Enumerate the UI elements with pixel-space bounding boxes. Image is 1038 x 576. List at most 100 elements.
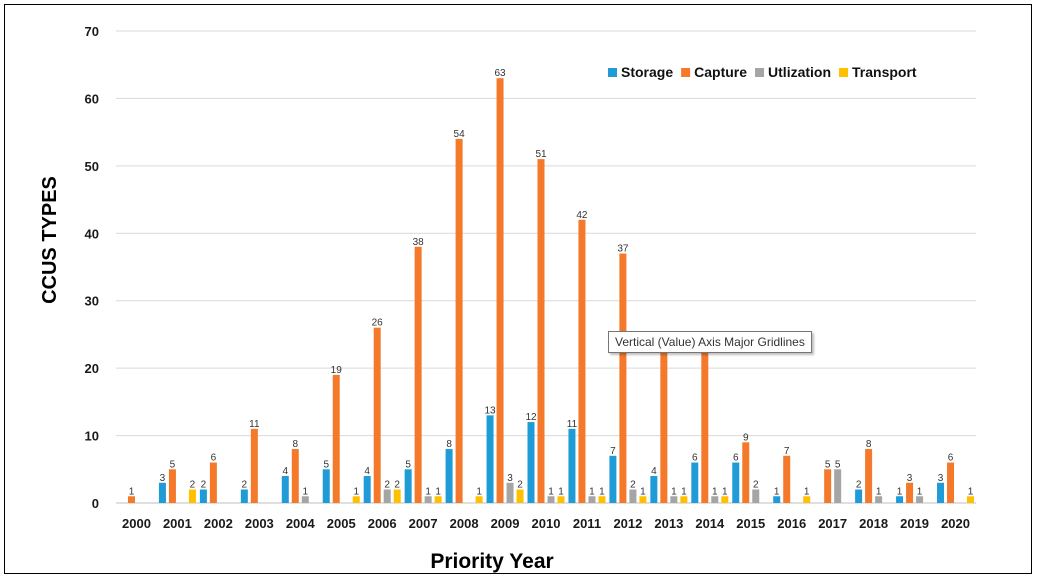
bar-storage <box>896 496 904 503</box>
bar-storage <box>404 469 412 503</box>
data-label: 37 <box>617 244 629 255</box>
data-label: 3 <box>160 473 166 484</box>
x-tick-label: 2004 <box>286 516 316 531</box>
x-tick-label: 2011 <box>573 516 601 531</box>
data-label: 4 <box>283 466 289 477</box>
bar-capture <box>783 455 791 503</box>
y-axis-ticks: 0 10 20 30 40 50 60 70 <box>85 24 99 511</box>
data-label: 1 <box>722 486 728 497</box>
legend-swatch <box>681 68 691 77</box>
bar-storage <box>527 422 535 503</box>
data-label: 6 <box>692 453 698 464</box>
data-label: 1 <box>917 486 923 497</box>
legend-swatch <box>755 68 765 77</box>
data-label: 2 <box>394 480 400 491</box>
x-axis-ticks: 2000 2001 2002 2003 2004 2005 2006 2007 2008 2009… <box>122 516 970 531</box>
data-label: 9 <box>743 432 749 443</box>
x-tick-label: 2015 <box>736 516 765 531</box>
x-tick-label: 2001 <box>163 516 192 531</box>
bar-capture <box>619 253 627 503</box>
bar-utlization <box>301 496 309 503</box>
y-tick-label: 50 <box>85 159 99 174</box>
bar-capture <box>168 469 176 503</box>
data-label: 26 <box>372 318 384 329</box>
bar-utlization <box>629 489 637 503</box>
x-tick-label: 2003 <box>245 516 274 531</box>
bar-capture <box>414 246 422 503</box>
x-tick-label: 2008 <box>450 516 479 531</box>
data-label: 2 <box>201 480 207 491</box>
data-label: 1 <box>129 486 135 497</box>
bar-capture <box>537 159 545 503</box>
x-axis-title: Priority Year <box>430 550 553 573</box>
data-label: 1 <box>681 486 687 497</box>
legend-swatch <box>839 68 849 77</box>
x-tick-label: 2020 <box>941 516 970 531</box>
bar-storage <box>691 462 699 503</box>
bar-capture <box>209 462 217 503</box>
bar-storage <box>732 462 740 503</box>
data-label: 2 <box>753 480 759 491</box>
bar-storage <box>322 469 330 503</box>
bar-utlization <box>711 496 719 503</box>
data-label: 4 <box>651 466 657 477</box>
x-tick-label: 2005 <box>327 516 356 531</box>
data-label: 1 <box>671 486 677 497</box>
y-tick-label: 70 <box>85 24 99 39</box>
data-label: 13 <box>484 405 496 416</box>
bar-utlization <box>834 469 842 503</box>
x-tick-label: 2006 <box>368 516 397 531</box>
x-tick-label: 2019 <box>900 516 929 531</box>
bar-transport <box>475 496 483 503</box>
bar-utlization <box>916 496 924 503</box>
legend-label: Transport <box>852 64 917 80</box>
data-label: 1 <box>640 486 646 497</box>
bar-storage <box>281 476 289 503</box>
x-tick-label: 2007 <box>409 516 438 531</box>
data-label: 2 <box>384 480 390 491</box>
y-tick-label: 40 <box>85 226 99 241</box>
bar-storage <box>855 489 863 503</box>
legend-label: Capture <box>694 64 747 80</box>
y-tick-label: 10 <box>85 429 99 444</box>
x-tick-label: 2009 <box>491 516 520 531</box>
data-label: 5 <box>323 459 329 470</box>
data-label: 1 <box>774 486 780 497</box>
bar-capture <box>291 449 299 503</box>
bar-capture <box>250 428 258 503</box>
x-tick-label: 2016 <box>777 516 806 531</box>
y-axis-title: CCUS TYPES <box>39 176 61 304</box>
data-label: 7 <box>610 446 616 457</box>
bar-capture <box>578 219 586 504</box>
legend-swatch <box>608 68 617 77</box>
bar-capture <box>824 469 832 503</box>
data-label: 63 <box>494 68 506 79</box>
bar-transport <box>188 489 196 503</box>
bar-capture <box>865 449 873 503</box>
data-label: 3 <box>938 473 944 484</box>
y-tick-label: 0 <box>92 496 99 511</box>
bar-transport <box>434 496 442 503</box>
data-label: 51 <box>535 149 547 160</box>
bar-utlization <box>670 496 678 503</box>
bar-utlization <box>547 496 555 503</box>
legend-label: Storage <box>621 64 673 80</box>
bar-utlization <box>752 489 760 503</box>
bar-storage <box>609 455 617 503</box>
data-label: 8 <box>293 439 299 450</box>
data-label: 3 <box>507 473 513 484</box>
bar-storage <box>568 428 576 503</box>
data-label: 2 <box>242 480 248 491</box>
data-label: 6 <box>948 453 954 464</box>
y-tick-label: 20 <box>85 361 99 376</box>
data-label: 1 <box>968 486 974 497</box>
data-label: 5 <box>825 459 831 470</box>
bar-utlization <box>424 496 432 503</box>
data-label: 3 <box>907 473 913 484</box>
data-label: 1 <box>599 486 605 497</box>
bar-storage <box>445 449 453 503</box>
bar-capture <box>742 442 750 503</box>
bar-storage <box>199 489 207 503</box>
